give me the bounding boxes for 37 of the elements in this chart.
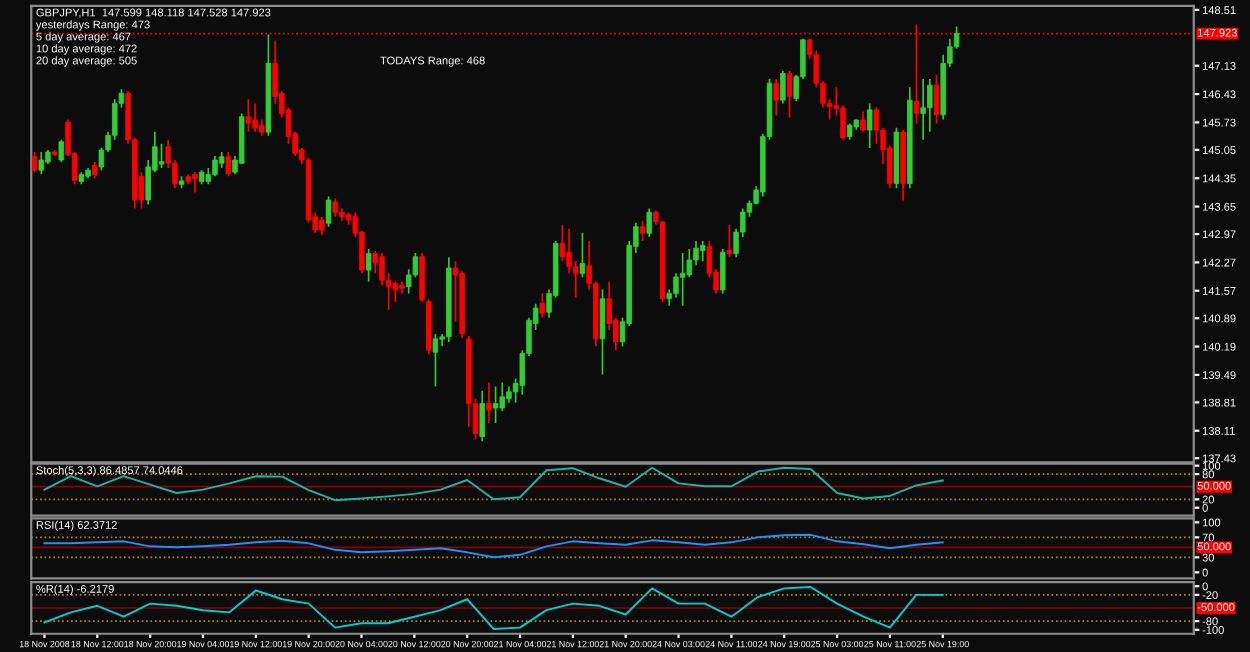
candlestick	[679, 252, 686, 307]
candlestick	[719, 248, 726, 295]
candlestick	[325, 195, 332, 228]
candlestick	[479, 389, 485, 443]
candlestick	[332, 197, 338, 218]
candlestick	[31, 151, 38, 173]
candlestick	[920, 78, 926, 141]
candlestick	[927, 78, 933, 133]
candlestick	[866, 102, 873, 149]
candlestick	[786, 70, 793, 119]
candlestick	[539, 292, 546, 319]
candlestick	[245, 98, 252, 133]
candlestick	[225, 151, 232, 178]
candlestick	[392, 280, 399, 303]
candlestick	[58, 138, 65, 163]
candlestick	[579, 232, 586, 279]
candlestick	[192, 171, 198, 194]
candlestick	[646, 207, 652, 238]
line-series	[43, 533, 944, 559]
candlestick	[365, 248, 372, 283]
candlestick	[639, 219, 646, 242]
candlestick	[212, 155, 218, 178]
candlestick	[399, 280, 405, 295]
candlestick	[432, 333, 439, 388]
candlestick	[773, 78, 779, 117]
candlestick	[252, 102, 258, 133]
candlestick	[492, 385, 499, 424]
candlestick	[780, 70, 786, 105]
candlestick	[486, 381, 492, 424]
candlestick	[319, 215, 325, 236]
candlestick	[860, 110, 866, 133]
candlestick	[933, 74, 940, 125]
candlestick	[38, 151, 45, 176]
candlestick	[158, 143, 165, 169]
candlestick	[726, 223, 733, 258]
candlestick	[599, 288, 606, 376]
candlestick	[699, 240, 706, 263]
